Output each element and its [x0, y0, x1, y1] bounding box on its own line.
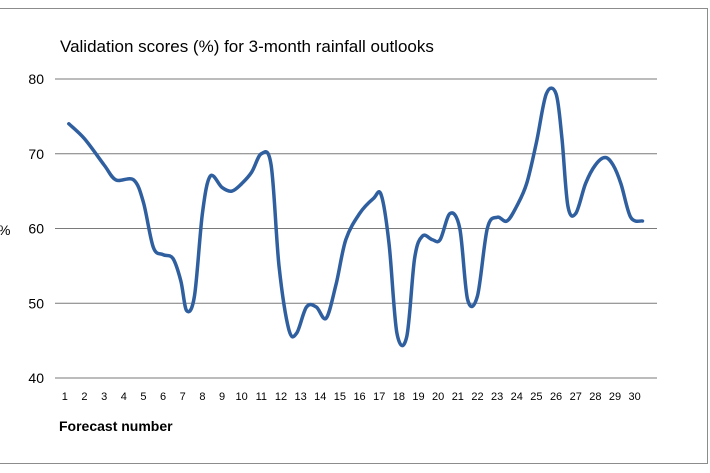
x-tick-label: 15 — [334, 391, 346, 403]
x-tick-label: 25 — [530, 391, 542, 403]
x-tick-label: 3 — [101, 391, 107, 403]
x-tick-label: 17 — [373, 391, 385, 403]
x-tick-label: 28 — [589, 391, 601, 403]
x-tick-labels: 1 2 3 4 5 6 7 8 9 10 11 12 13 14 15 16 17 18 19 20 21 22 23 24 2… — [62, 391, 641, 403]
x-tick-label: 11 — [256, 391, 267, 403]
y-tick-label: 70 — [28, 146, 44, 162]
x-tick-label: 21 — [452, 391, 464, 403]
x-tick-label: 23 — [491, 391, 503, 403]
x-tick-label: 14 — [314, 391, 326, 403]
chart-frame — [0, 8, 708, 464]
x-tick-label: 20 — [432, 391, 444, 403]
gridlines — [55, 78, 657, 379]
x-tick-label: 12 — [275, 391, 287, 403]
x-tick-label: 6 — [160, 391, 166, 403]
y-axis-label: % — [0, 222, 10, 238]
y-tick-labels: 40 50 60 70 80 — [28, 71, 44, 386]
x-tick-label: 24 — [511, 391, 523, 403]
x-tick-label: 2 — [81, 391, 87, 403]
chart-title: Validation scores (%) for 3-month rainfa… — [60, 37, 434, 56]
y-tick-label: 50 — [28, 295, 44, 311]
x-axis-label: Forecast number — [59, 418, 173, 434]
x-tick-label: 7 — [180, 391, 186, 403]
x-tick-label: 26 — [550, 391, 562, 403]
x-tick-label: 19 — [412, 391, 424, 403]
x-tick-label: 13 — [295, 391, 307, 403]
x-tick-label: 5 — [140, 391, 146, 403]
y-tick-label: 60 — [28, 221, 44, 237]
x-tick-label: 27 — [570, 391, 582, 403]
x-tick-label: 30 — [629, 391, 641, 403]
x-tick-label: 16 — [353, 391, 365, 403]
x-tick-label: 8 — [199, 391, 205, 403]
x-tick-label: 22 — [471, 391, 483, 403]
y-tick-label: 40 — [28, 370, 44, 386]
x-tick-label: 4 — [121, 391, 127, 403]
y-tick-label: 80 — [28, 71, 44, 87]
x-tick-label: 10 — [236, 391, 248, 403]
x-tick-label: 18 — [393, 391, 405, 403]
x-tick-label: 29 — [609, 391, 621, 403]
series-line — [67, 86, 645, 348]
x-tick-label: 9 — [219, 391, 225, 403]
x-tick-label: 1 — [62, 391, 68, 403]
